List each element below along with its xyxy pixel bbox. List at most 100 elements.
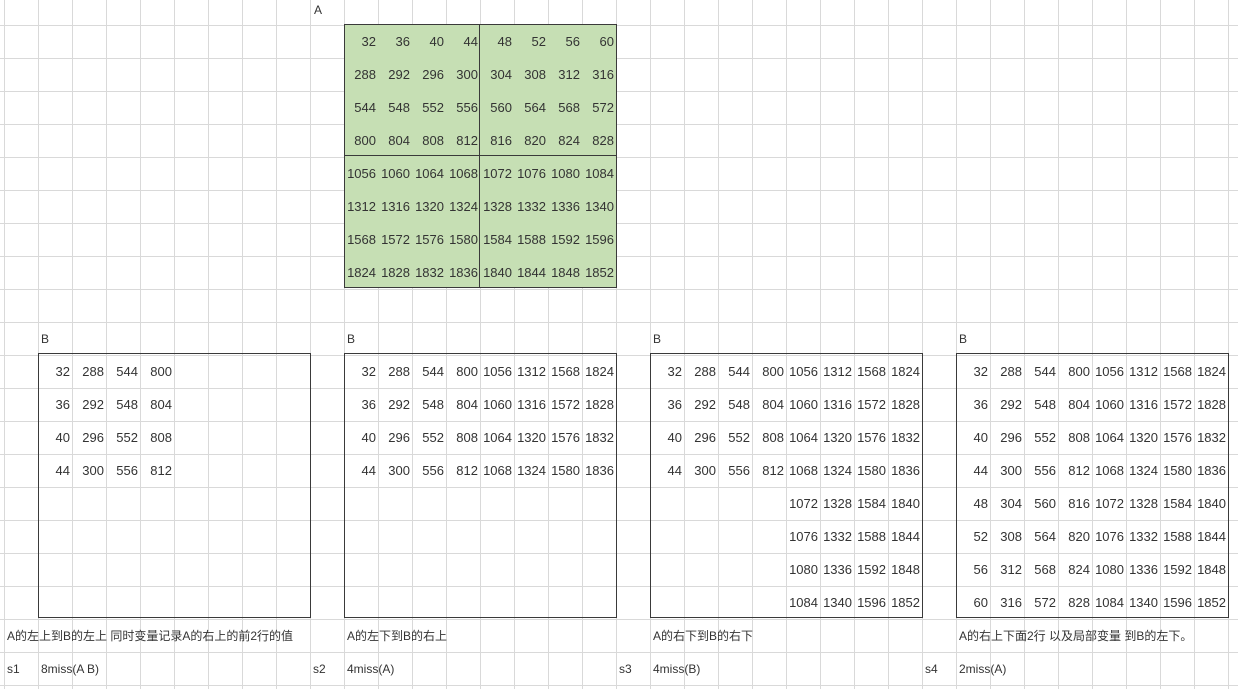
- panel-4-b-cell: 544: [1034, 364, 1056, 379]
- matrix-a-cell: 1328: [483, 199, 512, 214]
- matrix-a-cell: 60: [599, 34, 614, 49]
- matrix-a-cell: 1084: [585, 166, 614, 181]
- panel-4-b-cell: 1568: [1163, 364, 1192, 379]
- panel-3-b-cell: 292: [694, 397, 716, 412]
- matrix-a-cell: 820: [524, 133, 546, 148]
- matrix-a-horizontal-divider: [344, 155, 617, 156]
- panel-1-b-cell: 36: [55, 397, 70, 412]
- panel-1-b-cell: 548: [116, 397, 138, 412]
- panel-2-b-cell: 556: [422, 463, 444, 478]
- panel-3-b-cell: 1840: [891, 496, 920, 511]
- panel-4-step: s4: [925, 662, 938, 676]
- panel-3-b-cell: 44: [667, 463, 682, 478]
- panel-2-b-label: B: [347, 332, 356, 346]
- panel-4-b-cell: 1852: [1197, 595, 1226, 610]
- panel-2-step: s2: [313, 662, 326, 676]
- panel-1-b-label: B: [41, 332, 50, 346]
- matrix-a-cell: 548: [388, 100, 410, 115]
- panel-4-b-cell: 44: [973, 463, 988, 478]
- matrix-a-cell: 1076: [517, 166, 546, 181]
- panel-3-b-cell: 296: [694, 430, 716, 445]
- matrix-a-cell: 812: [456, 133, 478, 148]
- panel-2-b-cell: 1828: [585, 397, 614, 412]
- panel-3-b-cell: 1060: [789, 397, 818, 412]
- panel-2-b-cell: 552: [422, 430, 444, 445]
- panel-4-b-cell: 312: [1000, 562, 1022, 577]
- panel-3-b-cell: 36: [667, 397, 682, 412]
- matrix-a-cell: 1596: [585, 232, 614, 247]
- panel-2-b-cell: 44: [361, 463, 376, 478]
- panel-4-b-cell: 804: [1068, 397, 1090, 412]
- matrix-a-cell: 1844: [517, 265, 546, 280]
- panel-1-b-cell: 32: [55, 364, 70, 379]
- panel-3-b-cell: 300: [694, 463, 716, 478]
- matrix-a-cell: 572: [592, 100, 614, 115]
- panel-4-b-cell: 1312: [1129, 364, 1158, 379]
- panel-4-b-cell: 1336: [1129, 562, 1158, 577]
- matrix-a-cell: 1060: [381, 166, 410, 181]
- panel-3-b-cell: 1576: [857, 430, 886, 445]
- panel-3-b-cell: 804: [762, 397, 784, 412]
- panel-2-b-cell: 1316: [517, 397, 546, 412]
- panel-4-b-cell: 1064: [1095, 430, 1124, 445]
- matrix-a-cell: 1836: [449, 265, 478, 280]
- matrix-a-cell: 1312: [347, 199, 376, 214]
- panel-4-b-cell: 1316: [1129, 397, 1158, 412]
- matrix-a-cell: 1064: [415, 166, 444, 181]
- panel-2-b-cell: 1580: [551, 463, 580, 478]
- matrix-a-cell: 1580: [449, 232, 478, 247]
- matrix-a-label: A: [314, 3, 323, 17]
- panel-3-b-cell: 800: [762, 364, 784, 379]
- panel-4-b-cell: 1572: [1163, 397, 1192, 412]
- panel-3-b-cell: 1336: [823, 562, 852, 577]
- panel-1-b-cell: 808: [150, 430, 172, 445]
- matrix-a-cell: 556: [456, 100, 478, 115]
- panel-3-b-cell: 1832: [891, 430, 920, 445]
- panel-3-b-cell: 1848: [891, 562, 920, 577]
- matrix-a-cell: 32: [361, 34, 376, 49]
- matrix-a-cell: 816: [490, 133, 512, 148]
- panel-3-b-cell: 40: [667, 430, 682, 445]
- panel-2-b-cell: 800: [456, 364, 478, 379]
- panel-1-b-cell: 44: [55, 463, 70, 478]
- matrix-a-cell: 56: [565, 34, 580, 49]
- panel-4-b-cell: 1332: [1129, 529, 1158, 544]
- panel-4-b-cell: 1584: [1163, 496, 1192, 511]
- panel-3-step: s3: [619, 662, 632, 676]
- panel-4-b-cell: 1068: [1095, 463, 1124, 478]
- panel-4-b-cell: 32: [973, 364, 988, 379]
- panel-2-b-cell: 1324: [517, 463, 546, 478]
- panel-2-miss: 4miss(A): [347, 662, 395, 676]
- panel-4-b-cell: 1080: [1095, 562, 1124, 577]
- panel-2-b-cell: 292: [388, 397, 410, 412]
- panel-4-b-cell: 556: [1034, 463, 1056, 478]
- panel-4-b-cell: 288: [1000, 364, 1022, 379]
- matrix-a-cell: 1572: [381, 232, 410, 247]
- matrix-a-cell: 36: [395, 34, 410, 49]
- panel-3-b-cell: 1572: [857, 397, 886, 412]
- panel-2-b-cell: 32: [361, 364, 376, 379]
- panel-4-b-cell: 1320: [1129, 430, 1158, 445]
- panel-4-b-cell: 1072: [1095, 496, 1124, 511]
- panel-1-description: A的左上到B的左上 同时变量记录A的右上的前2行的值: [7, 629, 294, 643]
- panel-1-step: s1: [7, 662, 20, 676]
- panel-4-b-cell: 292: [1000, 397, 1022, 412]
- matrix-a-cell: 1080: [551, 166, 580, 181]
- panel-4-description: A的右上下面2行 以及局部变量 到B的左下。: [959, 629, 1193, 643]
- matrix-a-cell: 1332: [517, 199, 546, 214]
- panel-3-b-cell: 1588: [857, 529, 886, 544]
- panel-3-b-cell: 1580: [857, 463, 886, 478]
- panel-2-b-cell: 1832: [585, 430, 614, 445]
- matrix-a-cell: 304: [490, 67, 512, 82]
- panel-3-b-cell: 1852: [891, 595, 920, 610]
- panel-3-b-cell: 1084: [789, 595, 818, 610]
- matrix-a-cell: 564: [524, 100, 546, 115]
- matrix-a-cell: 52: [531, 34, 546, 49]
- panel-1-b-cell: 300: [82, 463, 104, 478]
- panel-3-b-cell: 1836: [891, 463, 920, 478]
- panel-3-b-cell: 1592: [857, 562, 886, 577]
- panel-4-b-cell: 1592: [1163, 562, 1192, 577]
- panel-4-b-cell: 564: [1034, 529, 1056, 544]
- panel-3-b-cell: 552: [728, 430, 750, 445]
- panel-4-b-cell: 812: [1068, 463, 1090, 478]
